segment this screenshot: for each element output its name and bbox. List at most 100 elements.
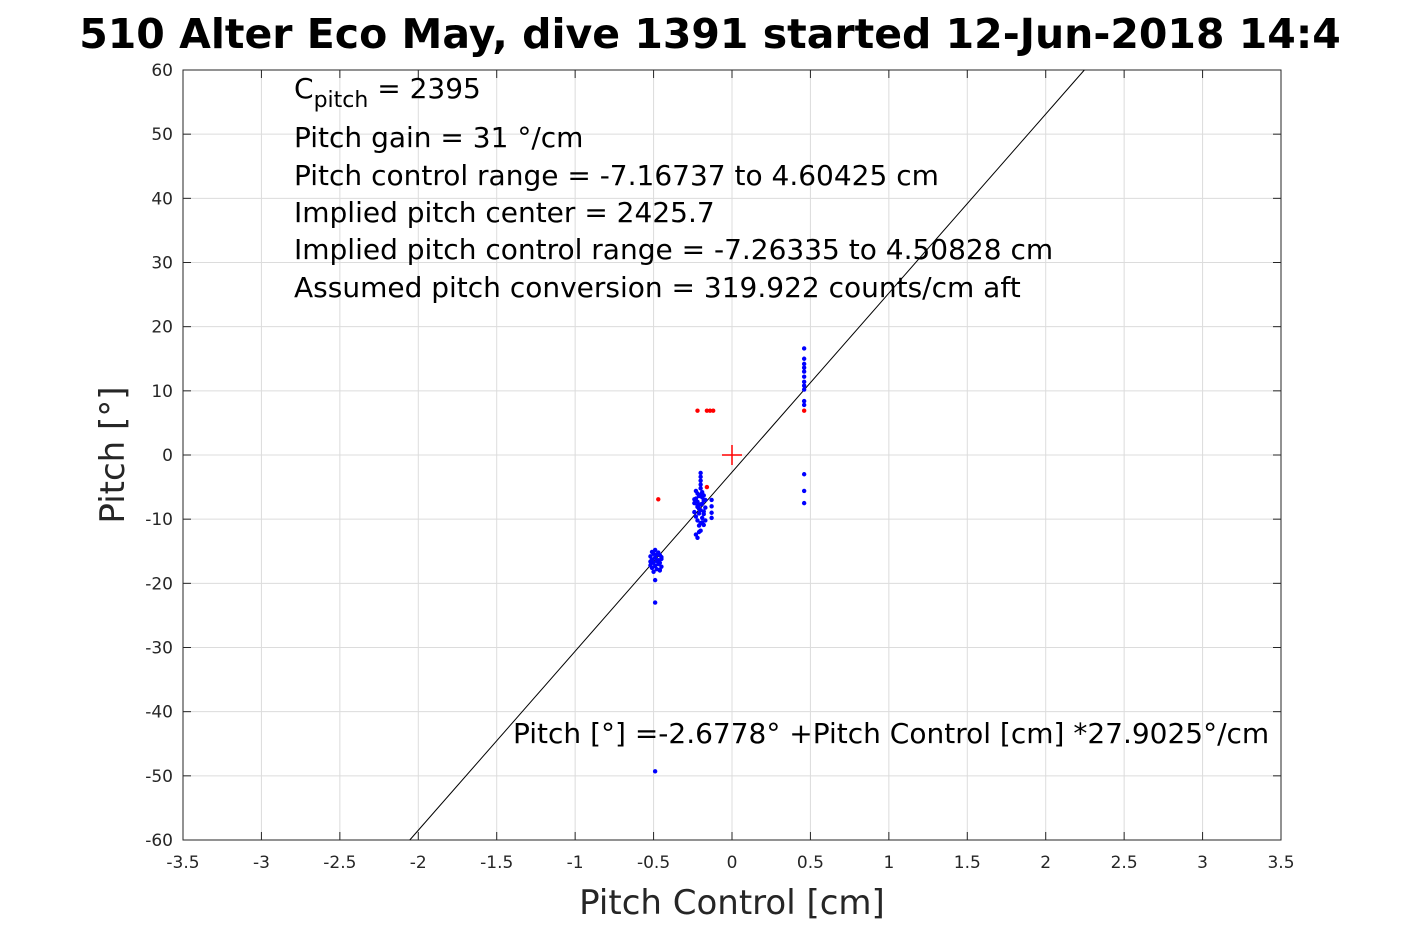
x-tick-label: -3 — [253, 853, 270, 873]
y-tick-label: -30 — [145, 639, 173, 659]
x-tick-label: -2.5 — [323, 853, 356, 873]
data-point — [652, 600, 658, 605]
data-point — [695, 535, 700, 540]
pitch-gain-annotation: Pitch gain = 31 °/cm — [294, 121, 583, 154]
data-point — [703, 497, 708, 503]
data-point — [707, 408, 713, 413]
data-point — [709, 497, 714, 503]
y-tick-label: 30 — [151, 254, 173, 274]
data-point — [649, 549, 655, 555]
y-tick-label: -60 — [145, 831, 173, 851]
chart-title: 510 Alter Eco May, dive 1391 started 12-… — [79, 10, 1341, 58]
data-point — [801, 374, 807, 379]
x-tick-label: -1.5 — [480, 853, 513, 873]
data-point — [701, 522, 706, 528]
grid-lines — [182, 69, 1282, 841]
implied-pitch-control-range-annotation: Implied pitch control range = -7.26335 t… — [294, 233, 1053, 266]
x-tick-label: 3 — [1197, 853, 1208, 873]
data-point — [704, 408, 710, 413]
data-point — [698, 474, 703, 480]
y-tick-label: 10 — [151, 382, 173, 402]
pitch-control-range-annotation: Pitch control range = -7.16737 to 4.6042… — [294, 159, 939, 192]
data-point — [801, 472, 807, 477]
data-point — [699, 515, 705, 521]
y-tick-label: 50 — [151, 125, 173, 145]
data-point — [698, 486, 703, 491]
data-point — [698, 507, 703, 513]
x-axis-label: Pitch Control [cm] — [579, 883, 885, 923]
cpitch-symbol: C — [294, 72, 314, 105]
data-point — [801, 402, 807, 408]
x-tick-label: 2.5 — [1111, 853, 1138, 873]
data-point — [801, 346, 807, 351]
cpitch-subscript: pitch — [314, 88, 369, 113]
data-layer — [409, 69, 1085, 841]
x-tick-label: -3.5 — [166, 853, 199, 873]
data-point — [652, 769, 658, 774]
data-point — [801, 398, 807, 404]
data-point — [657, 568, 663, 573]
x-tick-label: -1 — [567, 853, 584, 873]
data-point — [659, 554, 664, 560]
data-point — [801, 500, 807, 506]
data-point — [801, 488, 807, 494]
data-point — [692, 497, 697, 502]
x-tick-label: 2 — [1040, 853, 1051, 873]
data-point — [695, 408, 700, 413]
data-point — [652, 577, 658, 583]
data-point — [801, 361, 807, 367]
data-point — [801, 387, 807, 392]
assumed-pitch-conversion-annotation: Assumed pitch conversion = 319.922 count… — [294, 271, 1021, 304]
data-point — [710, 408, 716, 413]
data-point — [709, 504, 714, 509]
data-point — [801, 356, 807, 361]
y-tick-label: -40 — [145, 703, 173, 723]
data-point — [801, 408, 807, 413]
x-tick-label: 1 — [883, 853, 894, 873]
x-tick-label: -0.5 — [637, 853, 670, 873]
data-point — [656, 497, 661, 502]
y-tick-label: 40 — [151, 189, 173, 209]
data-point — [703, 505, 708, 510]
data-point — [698, 482, 703, 487]
data-point — [801, 365, 807, 370]
axis-ticks: -3.5 -3 -2.5 -2 -1.5 -1 -0.5 0 0.5 1 1.5 2 2.5 3 3.5 60… — [145, 61, 1294, 873]
y-tick-label: 0 — [162, 446, 173, 466]
data-point — [656, 558, 661, 563]
data-point — [692, 509, 697, 515]
x-tick-label: -2 — [410, 853, 427, 873]
data-point — [801, 383, 807, 388]
calibration-annotations: Cpitch = 2395 Pitch gain = 31 °/cm Pitch… — [294, 72, 1269, 750]
y-tick-label: 60 — [151, 61, 173, 81]
data-point — [703, 518, 708, 523]
implied-pitch-center-annotation: Implied pitch center = 2425.7 — [294, 196, 715, 229]
data-point — [801, 369, 807, 374]
x-tick-label: 1.5 — [954, 853, 981, 873]
data-point — [801, 379, 807, 385]
data-point — [648, 559, 653, 564]
data-point — [709, 510, 714, 515]
x-tick-label: 3.5 — [1267, 853, 1294, 873]
x-tick-label: 0 — [727, 853, 738, 873]
data-point — [698, 478, 703, 483]
data-point — [696, 502, 702, 508]
cpitch-value: = 2395 — [368, 72, 481, 105]
y-tick-label: 20 — [151, 318, 173, 338]
y-tick-label: -20 — [145, 574, 173, 594]
y-axis-label: Pitch [°] — [93, 386, 133, 523]
data-point — [695, 491, 700, 496]
data-point — [709, 515, 714, 521]
data-point — [698, 470, 703, 476]
data-point — [701, 511, 706, 517]
y-tick-label: -50 — [145, 767, 173, 787]
y-tick-label: -10 — [145, 510, 173, 530]
fit-line — [409, 69, 1085, 841]
x-tick-label: 0.5 — [797, 853, 824, 873]
data-point — [695, 518, 700, 523]
cpitch-annotation: Cpitch = 2395 — [294, 72, 481, 113]
data-point — [696, 529, 702, 535]
data-point — [654, 552, 659, 557]
data-point — [701, 493, 706, 498]
data-point — [651, 569, 656, 574]
